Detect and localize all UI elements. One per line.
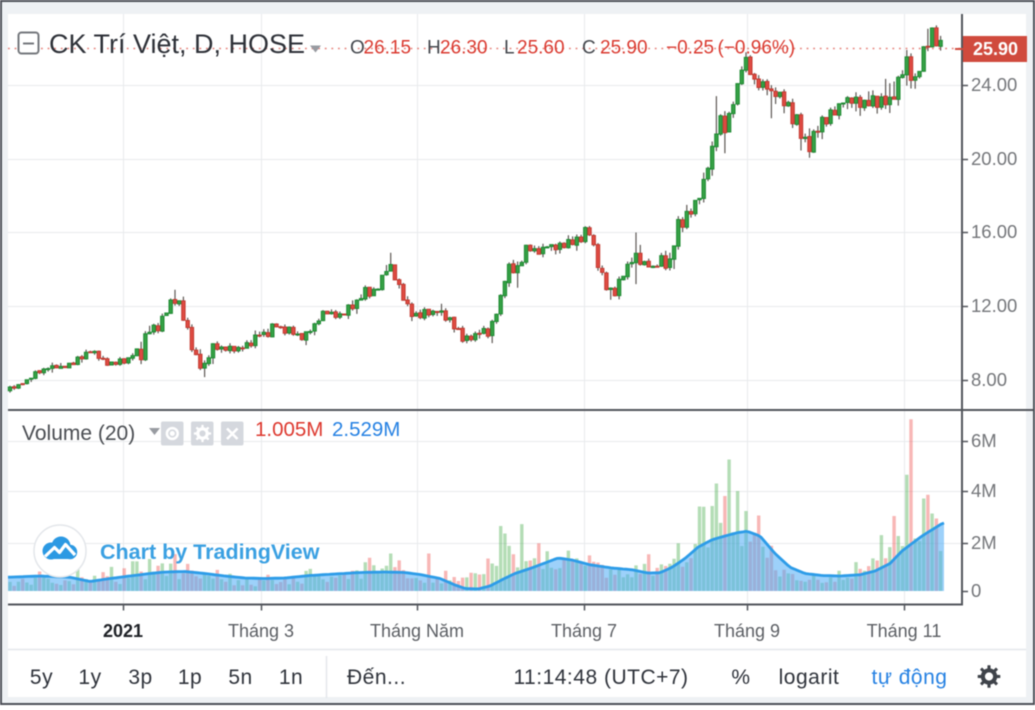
svg-text:%: % [731, 666, 750, 689]
svg-text:5n: 5n [228, 666, 252, 689]
svg-text:(−0.96%): (−0.96%) [718, 38, 796, 59]
svg-text:−0.25: −0.25 [666, 38, 714, 59]
svg-text:Tháng 9: Tháng 9 [714, 621, 780, 641]
svg-text:Đến...: Đến... [347, 666, 406, 689]
svg-text:Tháng 11: Tháng 11 [867, 621, 942, 641]
svg-text:H: H [427, 38, 441, 59]
svg-text:25.90: 25.90 [973, 39, 1018, 59]
svg-text:1p: 1p [178, 666, 202, 689]
svg-text:1.005M: 1.005M [255, 418, 323, 441]
svg-text:2.529M: 2.529M [332, 418, 400, 441]
svg-text:25.90: 25.90 [600, 38, 648, 59]
svg-text:O: O [350, 38, 365, 59]
svg-text:12.00: 12.00 [971, 295, 1017, 316]
svg-text:C: C [582, 38, 596, 59]
svg-text:Chart by TradingView: Chart by TradingView [100, 540, 320, 564]
svg-text:2M: 2M [971, 532, 997, 553]
svg-text:5y: 5y [30, 666, 53, 689]
svg-text:11:14:48 (UTC+7): 11:14:48 (UTC+7) [513, 666, 688, 689]
svg-text:logarit: logarit [779, 666, 840, 689]
svg-text:1y: 1y [78, 666, 101, 689]
svg-text:25.60: 25.60 [517, 38, 565, 59]
svg-text:16.00: 16.00 [971, 221, 1017, 242]
svg-text:3p: 3p [128, 666, 152, 689]
svg-text:0: 0 [971, 580, 981, 601]
svg-text:26.30: 26.30 [440, 38, 488, 59]
svg-text:24.00: 24.00 [971, 74, 1017, 95]
svg-text:2021: 2021 [103, 621, 143, 641]
svg-text:8.00: 8.00 [971, 369, 1007, 390]
svg-text:20.00: 20.00 [971, 148, 1017, 169]
svg-text:L: L [504, 38, 515, 59]
svg-text:4M: 4M [971, 480, 997, 501]
svg-text:Tháng 7: Tháng 7 [551, 621, 617, 641]
svg-text:6M: 6M [971, 430, 997, 451]
svg-text:26.15: 26.15 [364, 38, 412, 59]
svg-text:1n: 1n [279, 666, 303, 689]
svg-text:CK Trí Việt, D, HOSE: CK Trí Việt, D, HOSE [49, 29, 305, 59]
svg-text:Tháng 3: Tháng 3 [228, 621, 294, 641]
svg-text:Tháng Năm: Tháng Năm [370, 621, 464, 641]
svg-text:tự động: tự động [872, 666, 948, 689]
svg-text:Volume (20): Volume (20) [22, 422, 135, 445]
